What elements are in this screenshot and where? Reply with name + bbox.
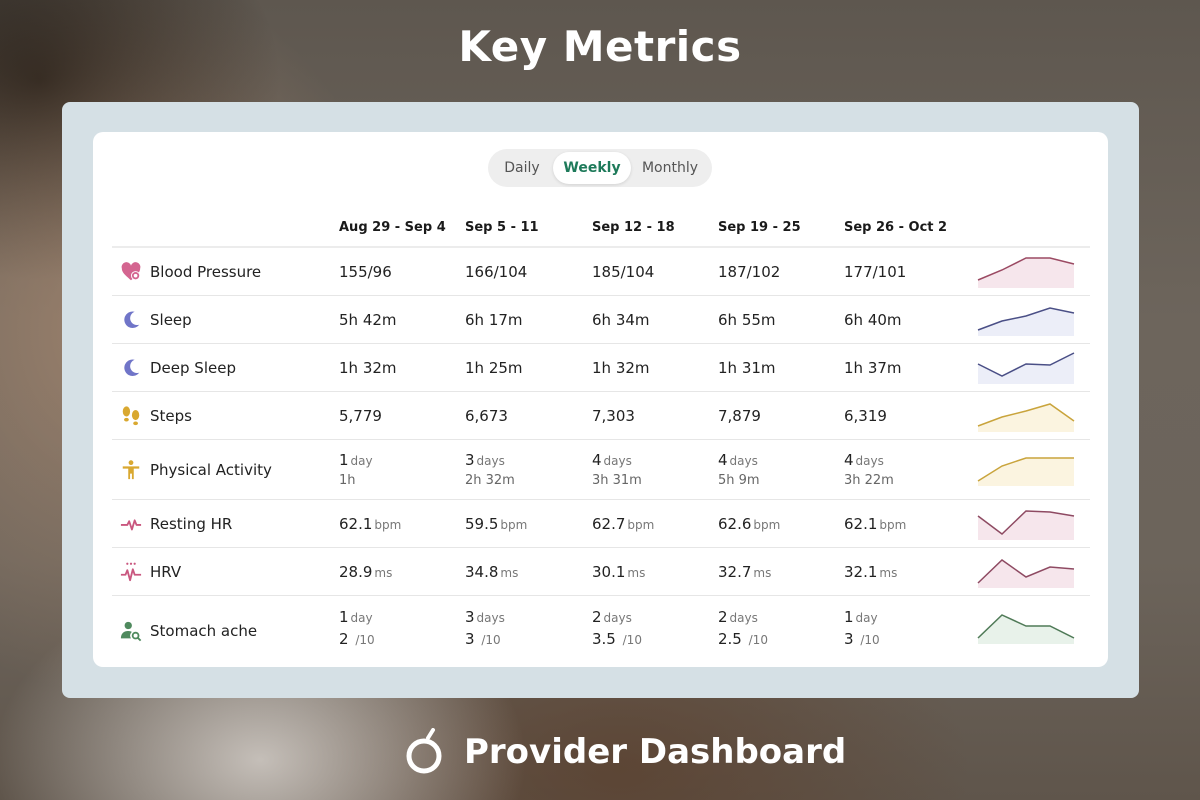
metric-value: 7,879 [718, 407, 761, 425]
metric-value: 30.1 ms [592, 563, 646, 581]
metric-value: 1h 32m [339, 359, 397, 377]
table-row: Stomach ache 1 day 2 /10 3 days 3 /10 2 days 3… [112, 596, 1090, 668]
table-row: Steps 5,779 6,673 7,303 7,879 6,319 [112, 392, 1090, 440]
metric-value: 62.7 bpm [592, 515, 655, 533]
metric-value: 32.1 ms [844, 563, 898, 581]
table-header: Aug 29 - Sep 4 Sep 5 - 11 Sep 12 - 18 Se… [112, 210, 1090, 248]
person-activity-icon [122, 460, 140, 480]
footsteps-icon [122, 406, 140, 426]
heart-pressure-icon [121, 262, 141, 281]
footer-brand: Provider Dashboard [404, 724, 846, 780]
resting-hr-sparkline [977, 510, 1075, 540]
metric-label: Stomach ache [150, 622, 258, 640]
metric-label: Blood Pressure [150, 263, 262, 281]
column-header: Sep 26 - Oct 2 [844, 220, 948, 235]
metric-value: 155/96 [339, 263, 392, 281]
table-row: Blood Pressure 155/96 166/104 185/104 18… [112, 248, 1090, 296]
metric-value: 6h 17m [465, 311, 523, 329]
deep-sleep-sparkline [977, 352, 1075, 384]
heartbeat-icon [120, 519, 142, 531]
period-weekly-button[interactable]: Weekly [553, 152, 631, 184]
metric-value: 62.6 bpm [718, 515, 781, 533]
sleep-sparkline [977, 307, 1075, 336]
metric-value: 1h 37m [844, 359, 902, 377]
table-row: Physical Activity 1 day 1h 3 days 2h 32m 4 da… [112, 440, 1090, 500]
page-title: Key Metrics [458, 22, 742, 71]
period-monthly-button[interactable]: Monthly [641, 160, 699, 176]
brand-name: Provider Dashboard [464, 732, 847, 772]
column-header: Sep 5 - 11 [465, 220, 539, 235]
metric-value: 1 day 3 /10 [844, 608, 880, 648]
metric-value: 166/104 [465, 263, 528, 281]
metric-value: 7,303 [592, 407, 635, 425]
metrics-card [93, 132, 1108, 667]
metric-value: 28.9 ms [339, 563, 393, 581]
metric-value: 187/102 [718, 263, 781, 281]
period-daily-button[interactable]: Daily [504, 160, 540, 176]
table-row: Resting HR 62.1 bpm 59.5 bpm 62.7 bpm 62.6 b… [112, 500, 1090, 548]
metric-value: 4 days 3h 31m [592, 451, 642, 488]
metric-value: 3 days 3 /10 [465, 608, 505, 648]
metric-value: 62.1 bpm [844, 515, 907, 533]
metric-value: 4 days 5h 9m [718, 451, 760, 488]
moon-icon [124, 359, 140, 376]
metric-label: Steps [150, 407, 192, 425]
metric-value: 6,673 [465, 407, 508, 425]
metric-value: 5h 42m [339, 311, 397, 329]
person-search-icon [120, 621, 142, 642]
steps-sparkline [977, 403, 1075, 432]
metric-value: 62.1 bpm [339, 515, 402, 533]
brand-logo-icon [406, 728, 442, 774]
physical-activity-sparkline [977, 457, 1074, 486]
moon-icon [124, 311, 140, 328]
metric-value: 59.5 bpm [465, 515, 528, 533]
metric-value: 185/104 [592, 263, 655, 281]
metric-value: 32.7 ms [718, 563, 772, 581]
stomach-ache-sparkline [977, 614, 1075, 644]
hrv-sparkline [977, 559, 1075, 588]
metric-value: 2 days 2.5 /10 [718, 608, 768, 648]
metric-value: 6,319 [844, 407, 887, 425]
hrv-icon [120, 562, 142, 582]
metric-label: Resting HR [150, 515, 233, 533]
metric-value: 6h 40m [844, 311, 902, 329]
metric-value: 4 days 3h 22m [844, 451, 894, 488]
blood-pressure-sparkline [977, 257, 1075, 288]
metric-label: Physical Activity [150, 461, 272, 479]
metric-value: 34.8 ms [465, 563, 519, 581]
metric-label: Deep Sleep [150, 359, 236, 377]
table-row: Deep Sleep 1h 32m 1h 25m 1h 32m 1h 31m 1… [112, 344, 1090, 392]
metric-value: 3 days 2h 32m [465, 451, 515, 488]
table-row: HRV 28.9 ms 34.8 ms 30.1 ms 32.7 ms 32.1 ms [112, 548, 1090, 596]
metric-label: Sleep [150, 311, 192, 329]
column-header: Sep 19 - 25 [718, 220, 801, 235]
metric-value: 1 day 1h [339, 451, 373, 488]
metric-value: 6h 34m [592, 311, 650, 329]
metric-value: 6h 55m [718, 311, 776, 329]
table-row: Sleep 5h 42m 6h 17m 6h 34m 6h 55m 6h 40m [112, 296, 1090, 344]
metric-value: 1 day 2 /10 [339, 608, 375, 648]
metric-value: 1h 25m [465, 359, 523, 377]
column-header: Sep 12 - 18 [592, 220, 675, 235]
metric-value: 5,779 [339, 407, 382, 425]
metric-value: 177/101 [844, 263, 907, 281]
metrics-table: Aug 29 - Sep 4 Sep 5 - 11 Sep 12 - 18 Se… [112, 210, 1090, 668]
period-toggle: Daily Weekly Monthly [488, 149, 712, 187]
column-header: Aug 29 - Sep 4 [339, 220, 446, 235]
metric-value: 2 days 3.5 /10 [592, 608, 642, 648]
metric-value: 1h 32m [592, 359, 650, 377]
metric-label: HRV [150, 563, 182, 581]
metric-value: 1h 31m [718, 359, 776, 377]
